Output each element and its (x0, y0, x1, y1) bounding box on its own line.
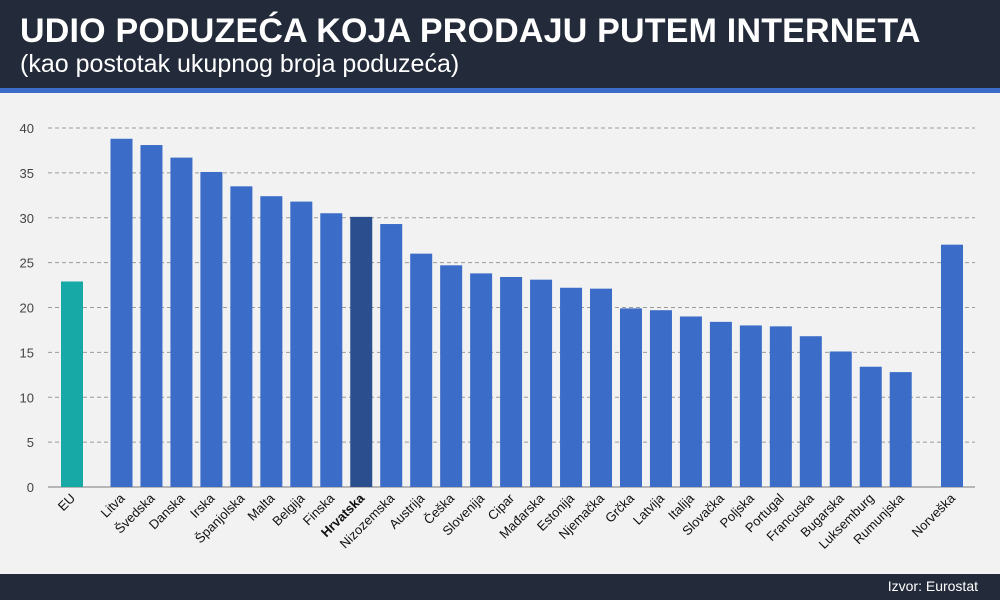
bar-eu (61, 281, 83, 487)
bar-belgija (290, 201, 313, 487)
bar-slovenija (470, 273, 493, 487)
bar-poljska (739, 325, 762, 487)
bar-danska (170, 157, 193, 487)
chart-header: UDIO PODUZEĆA KOJA PRODAJU PUTEM INTERNE… (0, 0, 1000, 88)
bar-portugal (769, 326, 792, 487)
source-note: Izvor: Eurostat (887, 578, 978, 594)
x-tick-label: Norveška (909, 490, 959, 540)
y-tick-label: 10 (20, 390, 34, 405)
bar-bugarska (829, 351, 852, 487)
y-tick-label: 20 (20, 301, 34, 316)
bar-nizozemska (380, 224, 403, 487)
bar-rumunjska (889, 372, 912, 487)
bar-grčka (619, 308, 642, 487)
bar-švedska (140, 145, 163, 488)
y-tick-label: 30 (20, 211, 34, 226)
accent-divider (0, 88, 1000, 93)
bar-finska (320, 213, 343, 487)
bar-norveška (941, 244, 963, 487)
bar-njemačka (590, 288, 613, 487)
chart-footer: Izvor: Eurostat (0, 574, 1000, 600)
bar-luksemburg (859, 366, 882, 487)
y-tick-label: 35 (20, 166, 34, 181)
x-tick-label: Latvija (630, 490, 668, 528)
bar-estonija (560, 287, 583, 487)
x-tick-label: EU (55, 491, 78, 514)
bar-latvija (649, 310, 672, 487)
chart-title: UDIO PODUZEĆA KOJA PRODAJU PUTEM INTERNE… (20, 12, 921, 50)
y-tick-label: 0 (27, 480, 34, 495)
bar-češka (440, 265, 463, 487)
bar-irska (200, 171, 223, 487)
bar-francuska (799, 336, 822, 487)
bar-austrija (410, 253, 433, 487)
bar-litva (110, 138, 133, 487)
chart-subtitle: (kao postotak ukupnog broja poduzeća) (20, 50, 460, 78)
x-tick-label: Belgija (269, 490, 308, 529)
y-tick-label: 25 (20, 256, 34, 271)
bar-španjolska (230, 186, 253, 487)
bar-malta (260, 196, 283, 487)
bar-hrvatska (350, 216, 373, 487)
y-tick-label: 5 (27, 435, 34, 450)
y-tick-label: 15 (20, 345, 34, 360)
bar-italija (679, 316, 702, 487)
bar-mađarska (530, 279, 553, 487)
y-tick-label: 40 (20, 121, 34, 136)
bar-cipar (500, 276, 523, 487)
bar-slovačka (709, 321, 732, 487)
